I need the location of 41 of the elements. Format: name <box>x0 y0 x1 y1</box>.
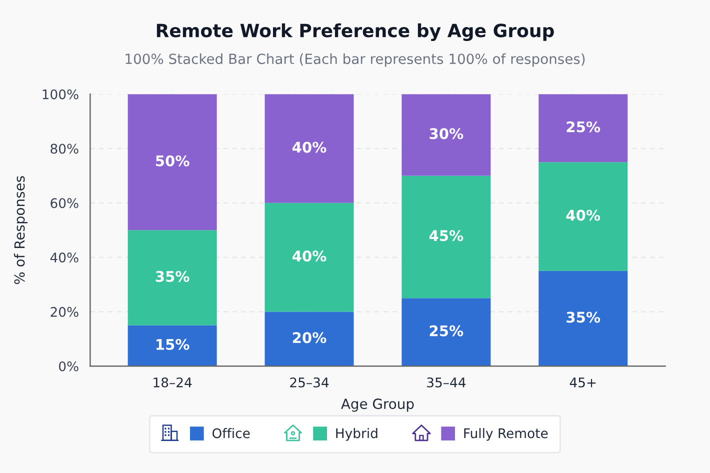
data-label: 30% <box>430 128 464 140</box>
data-label: 20% <box>292 332 326 344</box>
data-label: 40% <box>292 250 326 262</box>
y-tick-label: 60% <box>50 198 78 208</box>
x-axis-title: Age Group <box>341 398 414 412</box>
bar <box>402 298 491 366</box>
x-tick-label: 35–44 <box>427 377 466 388</box>
chart-subtitle: 100% Stacked Bar Chart (Each bar represents 100% of responses) <box>126 53 585 67</box>
y-axis-title: % of Responses <box>14 176 28 284</box>
data-label: 40% <box>566 210 600 221</box>
bar <box>402 176 491 298</box>
bar <box>128 230 217 326</box>
x-tick-label: 45+ <box>570 378 596 388</box>
data-label: 25% <box>430 325 464 336</box>
bar <box>128 325 217 366</box>
y-tick-label: 0% <box>58 361 78 372</box>
data-label: 25% <box>566 121 600 132</box>
y-tick-label: 100% <box>42 89 78 100</box>
bar <box>402 94 491 176</box>
bar <box>264 312 354 366</box>
chart-title: Remote Work Preference by Age Group <box>156 23 554 41</box>
legend-label: Fully Remote <box>464 428 548 441</box>
legend-label: Hybrid <box>336 428 378 441</box>
x-tick-label: 25–34 <box>290 377 329 388</box>
x-tick-label: 18–24 <box>154 377 192 388</box>
bar <box>128 94 217 230</box>
y-tick-label: 40% <box>50 252 78 263</box>
bar <box>538 270 628 366</box>
data-label: 15% <box>156 338 190 350</box>
bar <box>538 94 628 162</box>
data-label: 50% <box>156 155 190 166</box>
bar <box>264 202 354 312</box>
data-label: 45% <box>429 230 464 242</box>
bar <box>538 162 628 271</box>
data-label: 40% <box>292 142 326 153</box>
bar <box>264 94 354 203</box>
data-label: 35% <box>566 312 600 323</box>
y-tick-label: 80% <box>50 144 78 154</box>
y-tick-label: 20% <box>50 306 78 317</box>
legend-label: Office <box>212 428 250 438</box>
data-label: 35% <box>156 270 190 282</box>
